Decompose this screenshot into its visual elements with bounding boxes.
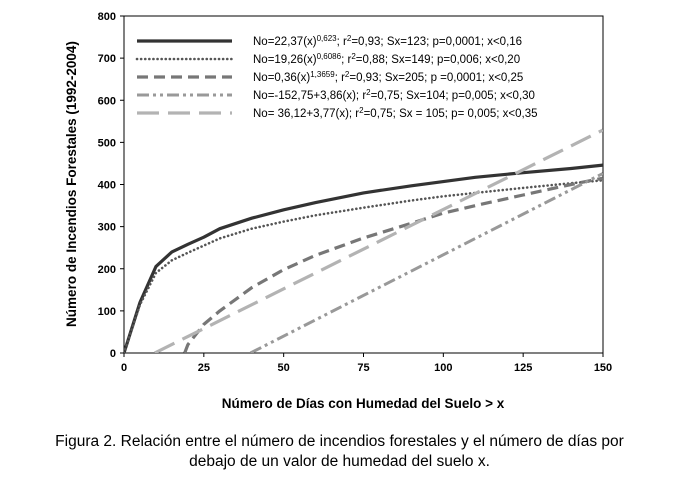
legend-superscript: 2 [351,52,356,61]
legend-label-5: No= 36,12+3,77(x); r2=0,75; Sx = 105; p=… [253,106,538,121]
legend-text-part: =0,75; Sx=104; p=0,005; x<0,30 [371,90,535,102]
x-tick-label: 150 [594,362,612,374]
legend-superscript: 1,3659 [310,70,335,79]
x-tick-label: 0 [121,362,127,374]
plot-area [123,15,604,354]
legend-text-part: =0,93; Sx=205; p =0,0001; x<0,25 [349,72,523,84]
y-tick-label: 200 [98,264,116,276]
figure-caption: Figura 2. Relación entre el número de in… [0,432,679,472]
series-line-2 [124,179,603,353]
legend-text-part: =0,88; Sx=149; p=0,006; x<0,20 [356,54,520,66]
legend-text-part: ; r [337,36,347,48]
legend-label-4: No=-152,75+3,86(x); r2=0,75; Sx=104; p=0… [253,88,535,103]
legend-label-2: No=19,26(x)0,6086; r2=0,88; Sx=149; p=0,… [253,52,520,67]
legend-text-part: ; r [335,72,345,84]
y-tick-label: 500 [98,137,116,149]
legend-superscript: 2 [366,88,371,97]
legend-text-part: No=19,26(x) [253,54,317,66]
x-tick-label: 100 [434,362,452,374]
y-tick-label: 300 [98,222,116,234]
series-layer [124,128,603,353]
x-tick-label: 75 [357,362,369,374]
axis-layer: 0 100 200 300 400 500 600 700 800 0 25 50 75 100 125 15… [98,11,613,374]
series-line-4 [249,172,603,353]
legend-superscript: 2 [345,70,350,79]
legend-text-part: No= 36,12+3,77(x); r [253,108,359,120]
series-line-1 [124,163,603,353]
caption-line-1: Figura 2. Relación entre el número de in… [55,433,624,450]
y-tick-label: 0 [110,348,116,360]
caption-line-2: debajo de un valor de humedad del suelo … [189,453,490,470]
legend-label-3: No=0,36(x)1,3659; r2=0,93; Sx=205; p =0,… [253,70,523,85]
y-tick-label: 700 [98,53,116,65]
x-tick-label: 25 [198,362,210,374]
legend-label-1: No=22,37(x)0,623; r2=0,93; Sx=123; p=0,0… [253,34,522,49]
legend-text-part: =0,75; Sx = 105; p= 0,005; x<0,35 [364,108,538,120]
legend-text-part: No=0,36(x) [253,72,310,84]
legend: No=22,37(x)0,623; r2=0,93; Sx=123; p=0,0… [135,34,538,121]
x-axis-title: Número de Días con Humedad del Suelo > x [222,396,505,411]
x-tick-label: 125 [514,362,532,374]
legend-text-part: No=22,37(x) [253,36,317,48]
legend-superscript: 0,6086 [317,52,342,61]
y-tick-label: 600 [98,95,116,107]
legend-superscript: 2 [359,106,364,115]
legend-text-part: No=-152,75+3,86(x); r [253,90,366,102]
line-chart: 0 100 200 300 400 500 600 700 800 0 25 50 75 100 125 15… [64,11,613,411]
y-tick-label: 800 [98,11,116,23]
legend-text-part: ; r [341,54,351,66]
y-tick-label: 400 [98,180,116,192]
legend-superscript: 0,623 [317,34,338,43]
y-axis-title: Número de Incendios Forestales (1992-200… [64,41,79,327]
legend-superscript: 2 [347,34,352,43]
legend-text-part: =0,93; Sx=123; p=0,0001; x<0,16 [351,36,522,48]
y-tick-label: 100 [98,306,116,318]
series-line-5 [153,128,603,353]
x-tick-label: 50 [278,362,290,374]
series-line-3 [183,176,603,353]
